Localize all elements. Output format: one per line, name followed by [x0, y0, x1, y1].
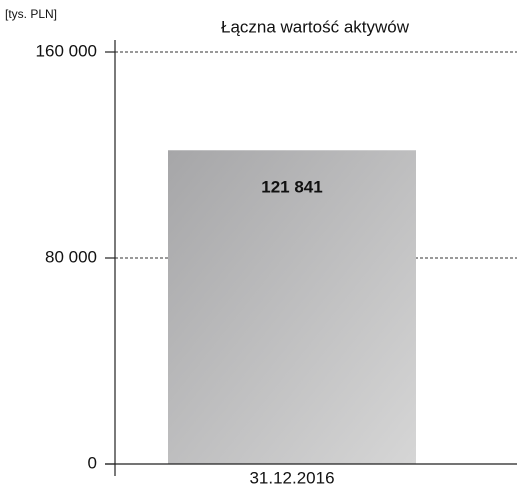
data-label: 121 841	[261, 178, 322, 197]
y-axis-label: [tys. PLN]	[5, 7, 57, 21]
chart-title: Łączna wartość aktywów	[221, 17, 410, 36]
x-tick-label: 31.12.2016	[249, 468, 334, 487]
bar	[168, 150, 416, 464]
y-tick-label: 80 000	[45, 247, 97, 266]
y-tick-label: 160 000	[36, 41, 97, 60]
y-tick-label: 0	[88, 453, 97, 472]
